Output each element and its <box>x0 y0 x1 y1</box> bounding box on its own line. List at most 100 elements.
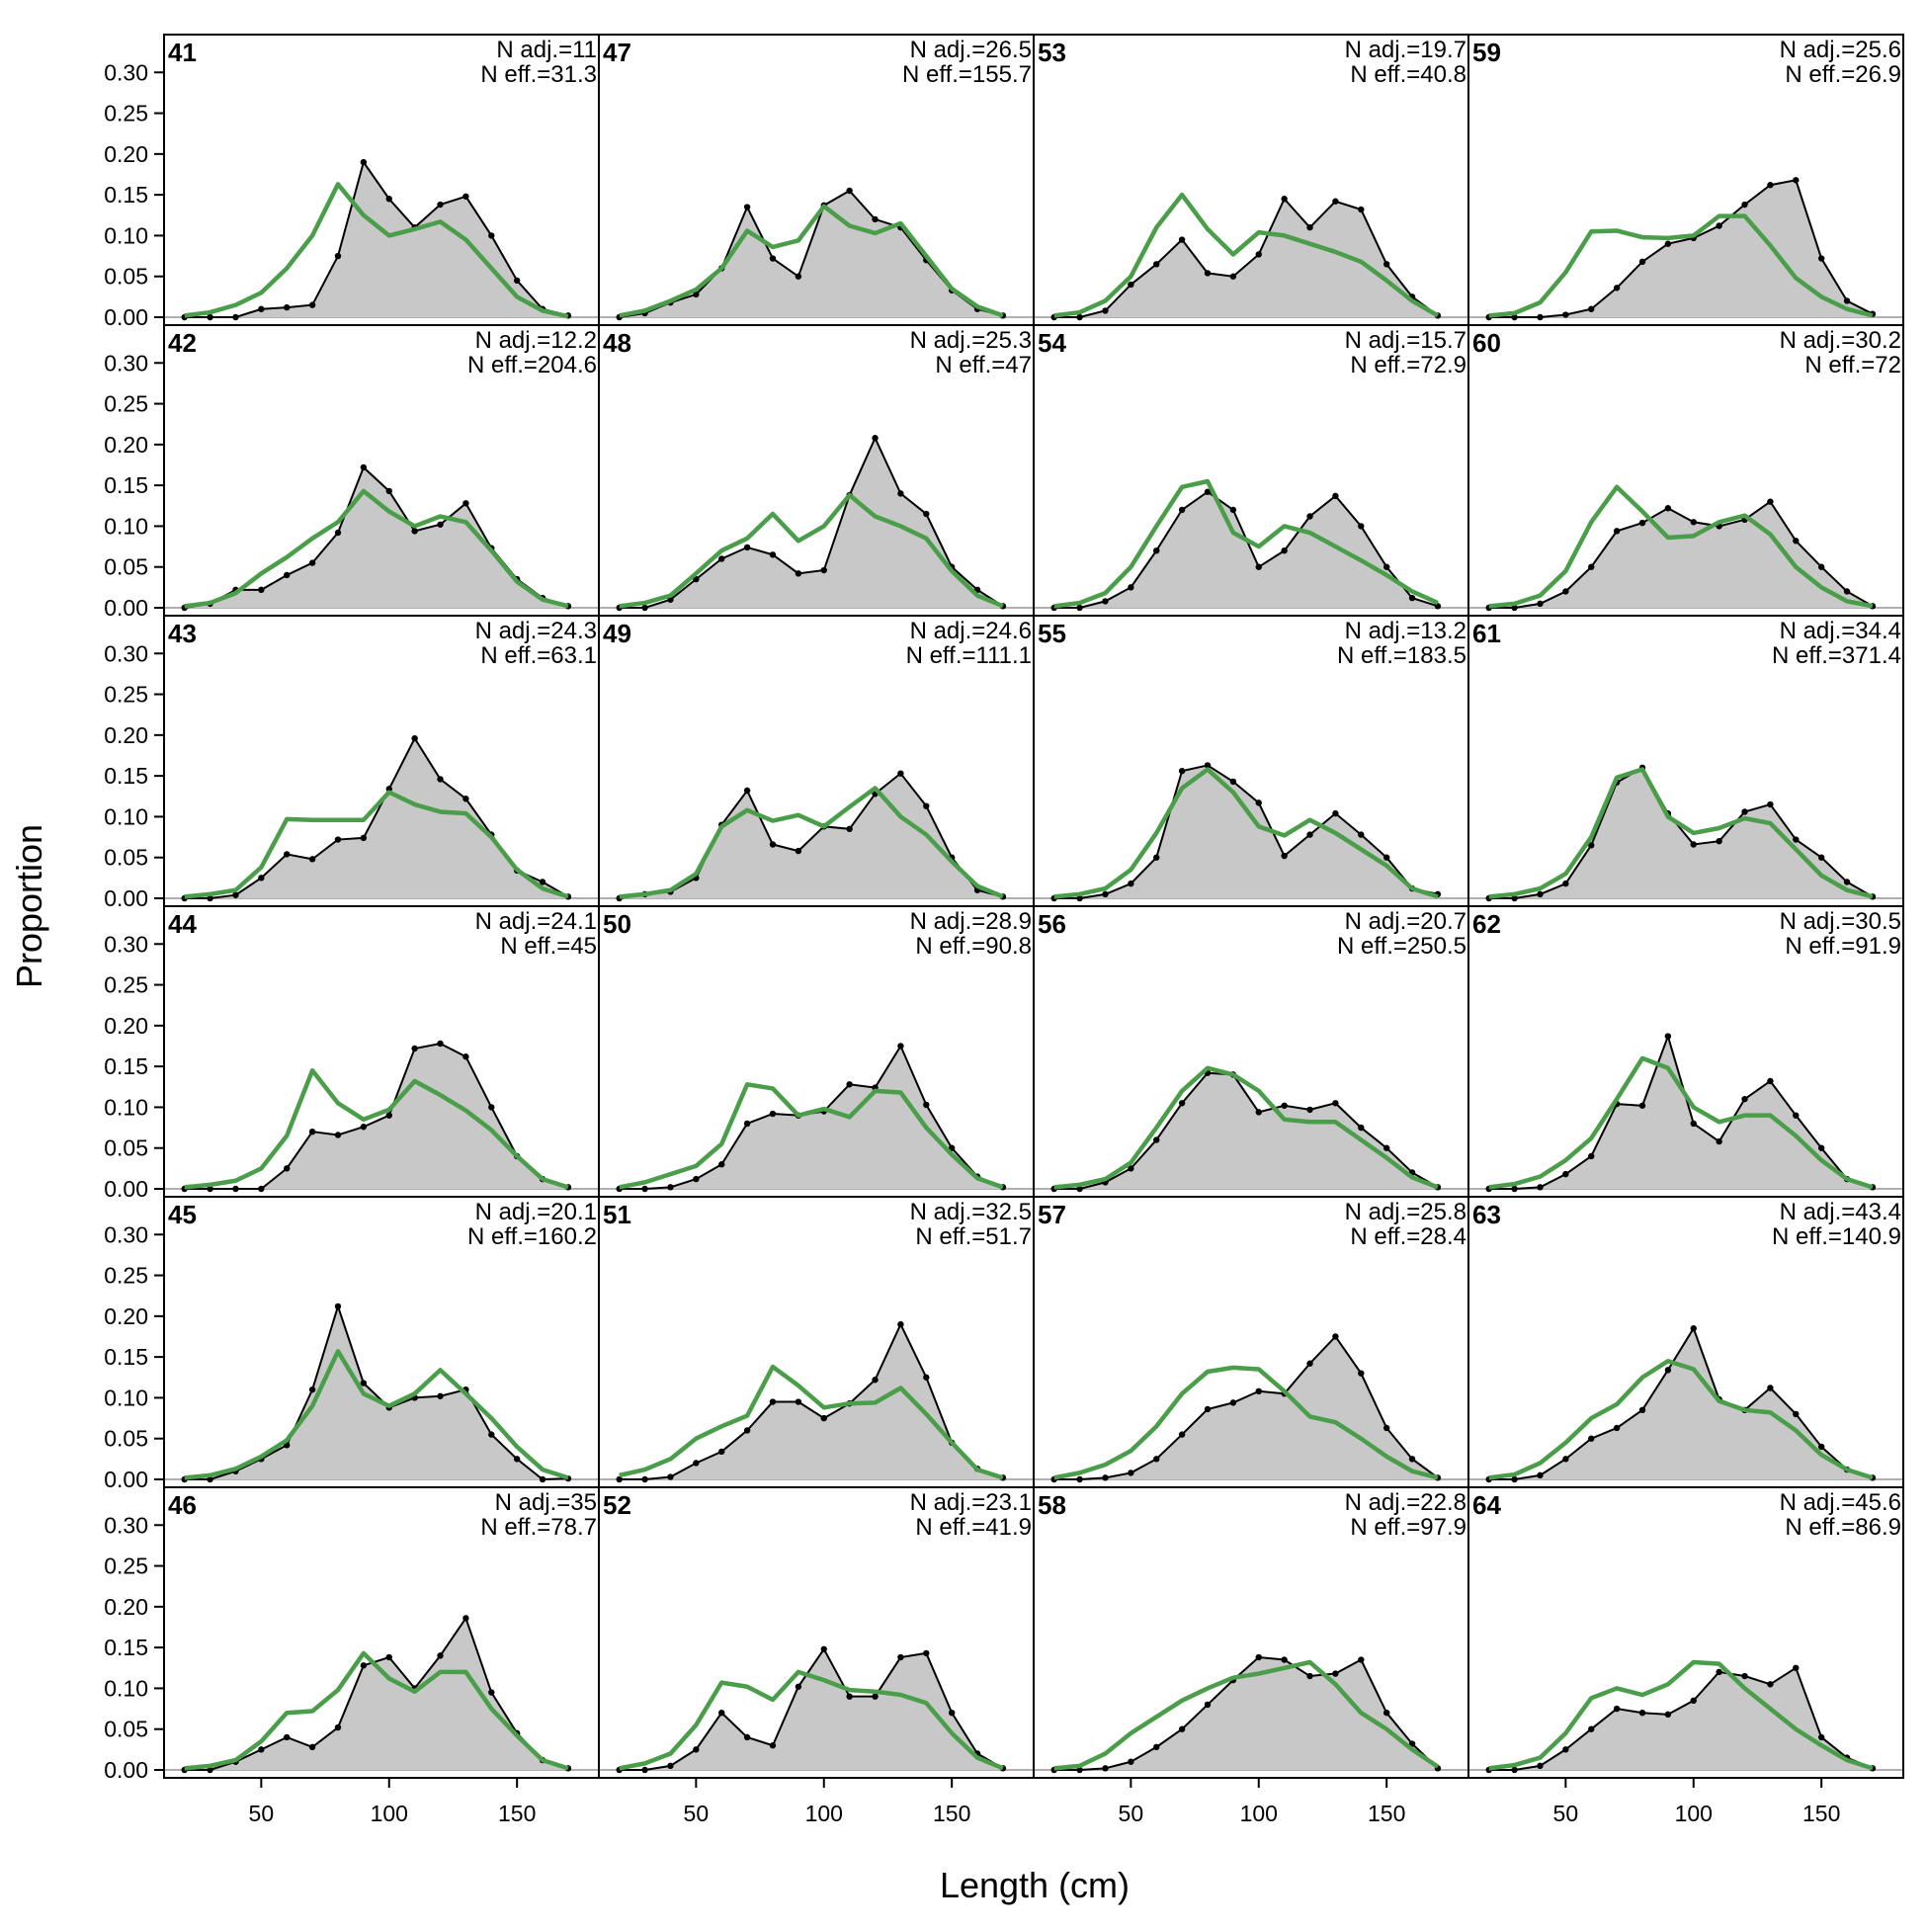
x-tick-label: 150 <box>1802 1801 1840 1826</box>
observed-area <box>619 191 1003 317</box>
observed-point <box>1204 762 1212 769</box>
observed-point <box>1716 1137 1722 1145</box>
panel-63: 63 N adj.=43.4N eff.=140.9 <box>1467 1196 1904 1488</box>
panel-45: 45 N adj.=20.1N eff.=160.2 <box>163 1196 600 1488</box>
observed-point <box>1076 1475 1083 1483</box>
observed-point <box>1613 1705 1621 1713</box>
observed-point <box>718 1448 725 1456</box>
observed-point <box>437 1040 444 1048</box>
n-eff-label: N eff.=204.6 <box>467 352 597 378</box>
observed-point <box>846 1693 853 1700</box>
observed-area <box>1053 1072 1438 1189</box>
observed-point <box>1537 313 1544 321</box>
panel-label: 44 <box>168 909 197 939</box>
observed-point <box>437 521 444 528</box>
observed-point <box>1562 1170 1569 1178</box>
observed-point <box>693 1175 700 1183</box>
panel-59: 59 N adj.=25.6N eff.=26.9 <box>1467 34 1904 326</box>
y-tick-label: 0.30 <box>104 931 148 957</box>
observed-point <box>1716 1668 1722 1676</box>
n-adj-label: N adj.=20.7 <box>1345 908 1466 935</box>
observed-point <box>1537 1184 1544 1191</box>
n-eff-label: N eff.=86.9 <box>1785 1514 1901 1541</box>
observed-line <box>184 1042 569 1190</box>
x-tick-label: 100 <box>805 1801 843 1826</box>
observed-point <box>693 291 700 298</box>
observed-point <box>769 255 777 262</box>
observed-point <box>308 1743 316 1751</box>
observed-line <box>1488 1325 1874 1480</box>
observed-point <box>795 570 802 577</box>
observed-point <box>334 1302 342 1310</box>
observed-line <box>619 435 1004 609</box>
y-tick-label: 0.05 <box>104 1426 148 1452</box>
observed-point <box>743 204 751 210</box>
observed-point <box>1204 1405 1212 1413</box>
x-tick-label: 150 <box>498 1801 536 1826</box>
n-adj-label: N adj.=24.1 <box>475 908 597 935</box>
observed-point <box>437 776 444 783</box>
n-adj-label: N adj.=32.5 <box>910 1199 1032 1225</box>
observed-point <box>1408 1456 1416 1463</box>
panel-41: 41 N adj.=11N eff.=31.3 <box>163 34 600 326</box>
observed-point <box>1793 538 1800 545</box>
observed-point <box>1332 809 1339 817</box>
observed-point <box>1332 1670 1339 1677</box>
panel-label: 51 <box>603 1200 631 1229</box>
observed-point <box>1102 307 1109 314</box>
observed-line <box>619 1321 1004 1480</box>
observed-point <box>1153 546 1160 554</box>
panels-group: 41 N adj.=11N eff.=31.342 N adj.=12.2N eff… <box>163 34 1904 1779</box>
y-tick-label: 0.25 <box>104 972 148 998</box>
observed-point <box>1638 258 1646 266</box>
x-tick-label: 100 <box>371 1801 408 1826</box>
observed-point <box>232 891 239 898</box>
y-tick-label: 0.30 <box>104 59 148 85</box>
expected-line <box>619 1082 1004 1190</box>
observed-point <box>385 487 392 495</box>
y-tick-label: 0.20 <box>104 141 148 167</box>
observed-point <box>1664 1033 1672 1040</box>
observed-point <box>872 215 879 223</box>
n-eff-label: N eff.=63.1 <box>480 642 597 669</box>
expected-line <box>1488 213 1874 318</box>
panel-label: 50 <box>603 909 631 939</box>
observed-point <box>437 201 444 209</box>
y-tick-label: 0.25 <box>104 1263 148 1289</box>
n-eff-label: N eff.=97.9 <box>1350 1514 1466 1541</box>
n-eff-label: N eff.=111.1 <box>906 642 1032 669</box>
observed-point <box>385 196 392 203</box>
observed-point <box>1690 1697 1697 1705</box>
observed-point <box>1281 546 1288 554</box>
observed-point <box>693 1746 700 1753</box>
x-tick-label: 50 <box>249 1801 275 1826</box>
n-eff-label: N eff.=250.5 <box>1337 933 1466 960</box>
y-tick-label: 0.05 <box>104 554 148 580</box>
panel-label: 43 <box>168 619 197 648</box>
panel-label: 59 <box>1472 38 1501 67</box>
observed-point <box>1076 313 1083 321</box>
observed-line <box>184 159 569 318</box>
observed-point <box>1332 198 1339 205</box>
observed-point <box>360 463 368 471</box>
n-eff-label: N eff.=155.7 <box>902 61 1032 88</box>
observed-point <box>1511 894 1518 902</box>
observed-point <box>1255 251 1262 258</box>
observed-point <box>1229 506 1237 514</box>
n-adj-label: N adj.=15.7 <box>1345 327 1466 354</box>
observed-point <box>1255 799 1262 806</box>
y-tick-label: 0.15 <box>104 1344 148 1370</box>
observed-point <box>1255 1653 1262 1661</box>
n-eff-label: N eff.=72.9 <box>1350 352 1466 378</box>
y-tick-label: 0.15 <box>104 763 148 789</box>
observed-line <box>1488 179 1874 318</box>
observed-point <box>1255 1387 1262 1395</box>
observed-point <box>1102 1765 1109 1772</box>
panel-label: 52 <box>603 1490 631 1520</box>
observed-point <box>1588 305 1595 312</box>
observed-point <box>1332 1333 1339 1340</box>
observed-point <box>616 1475 623 1483</box>
observed-area <box>1488 180 1873 317</box>
observed-point <box>207 1766 213 1774</box>
observed-point <box>1817 1144 1825 1151</box>
